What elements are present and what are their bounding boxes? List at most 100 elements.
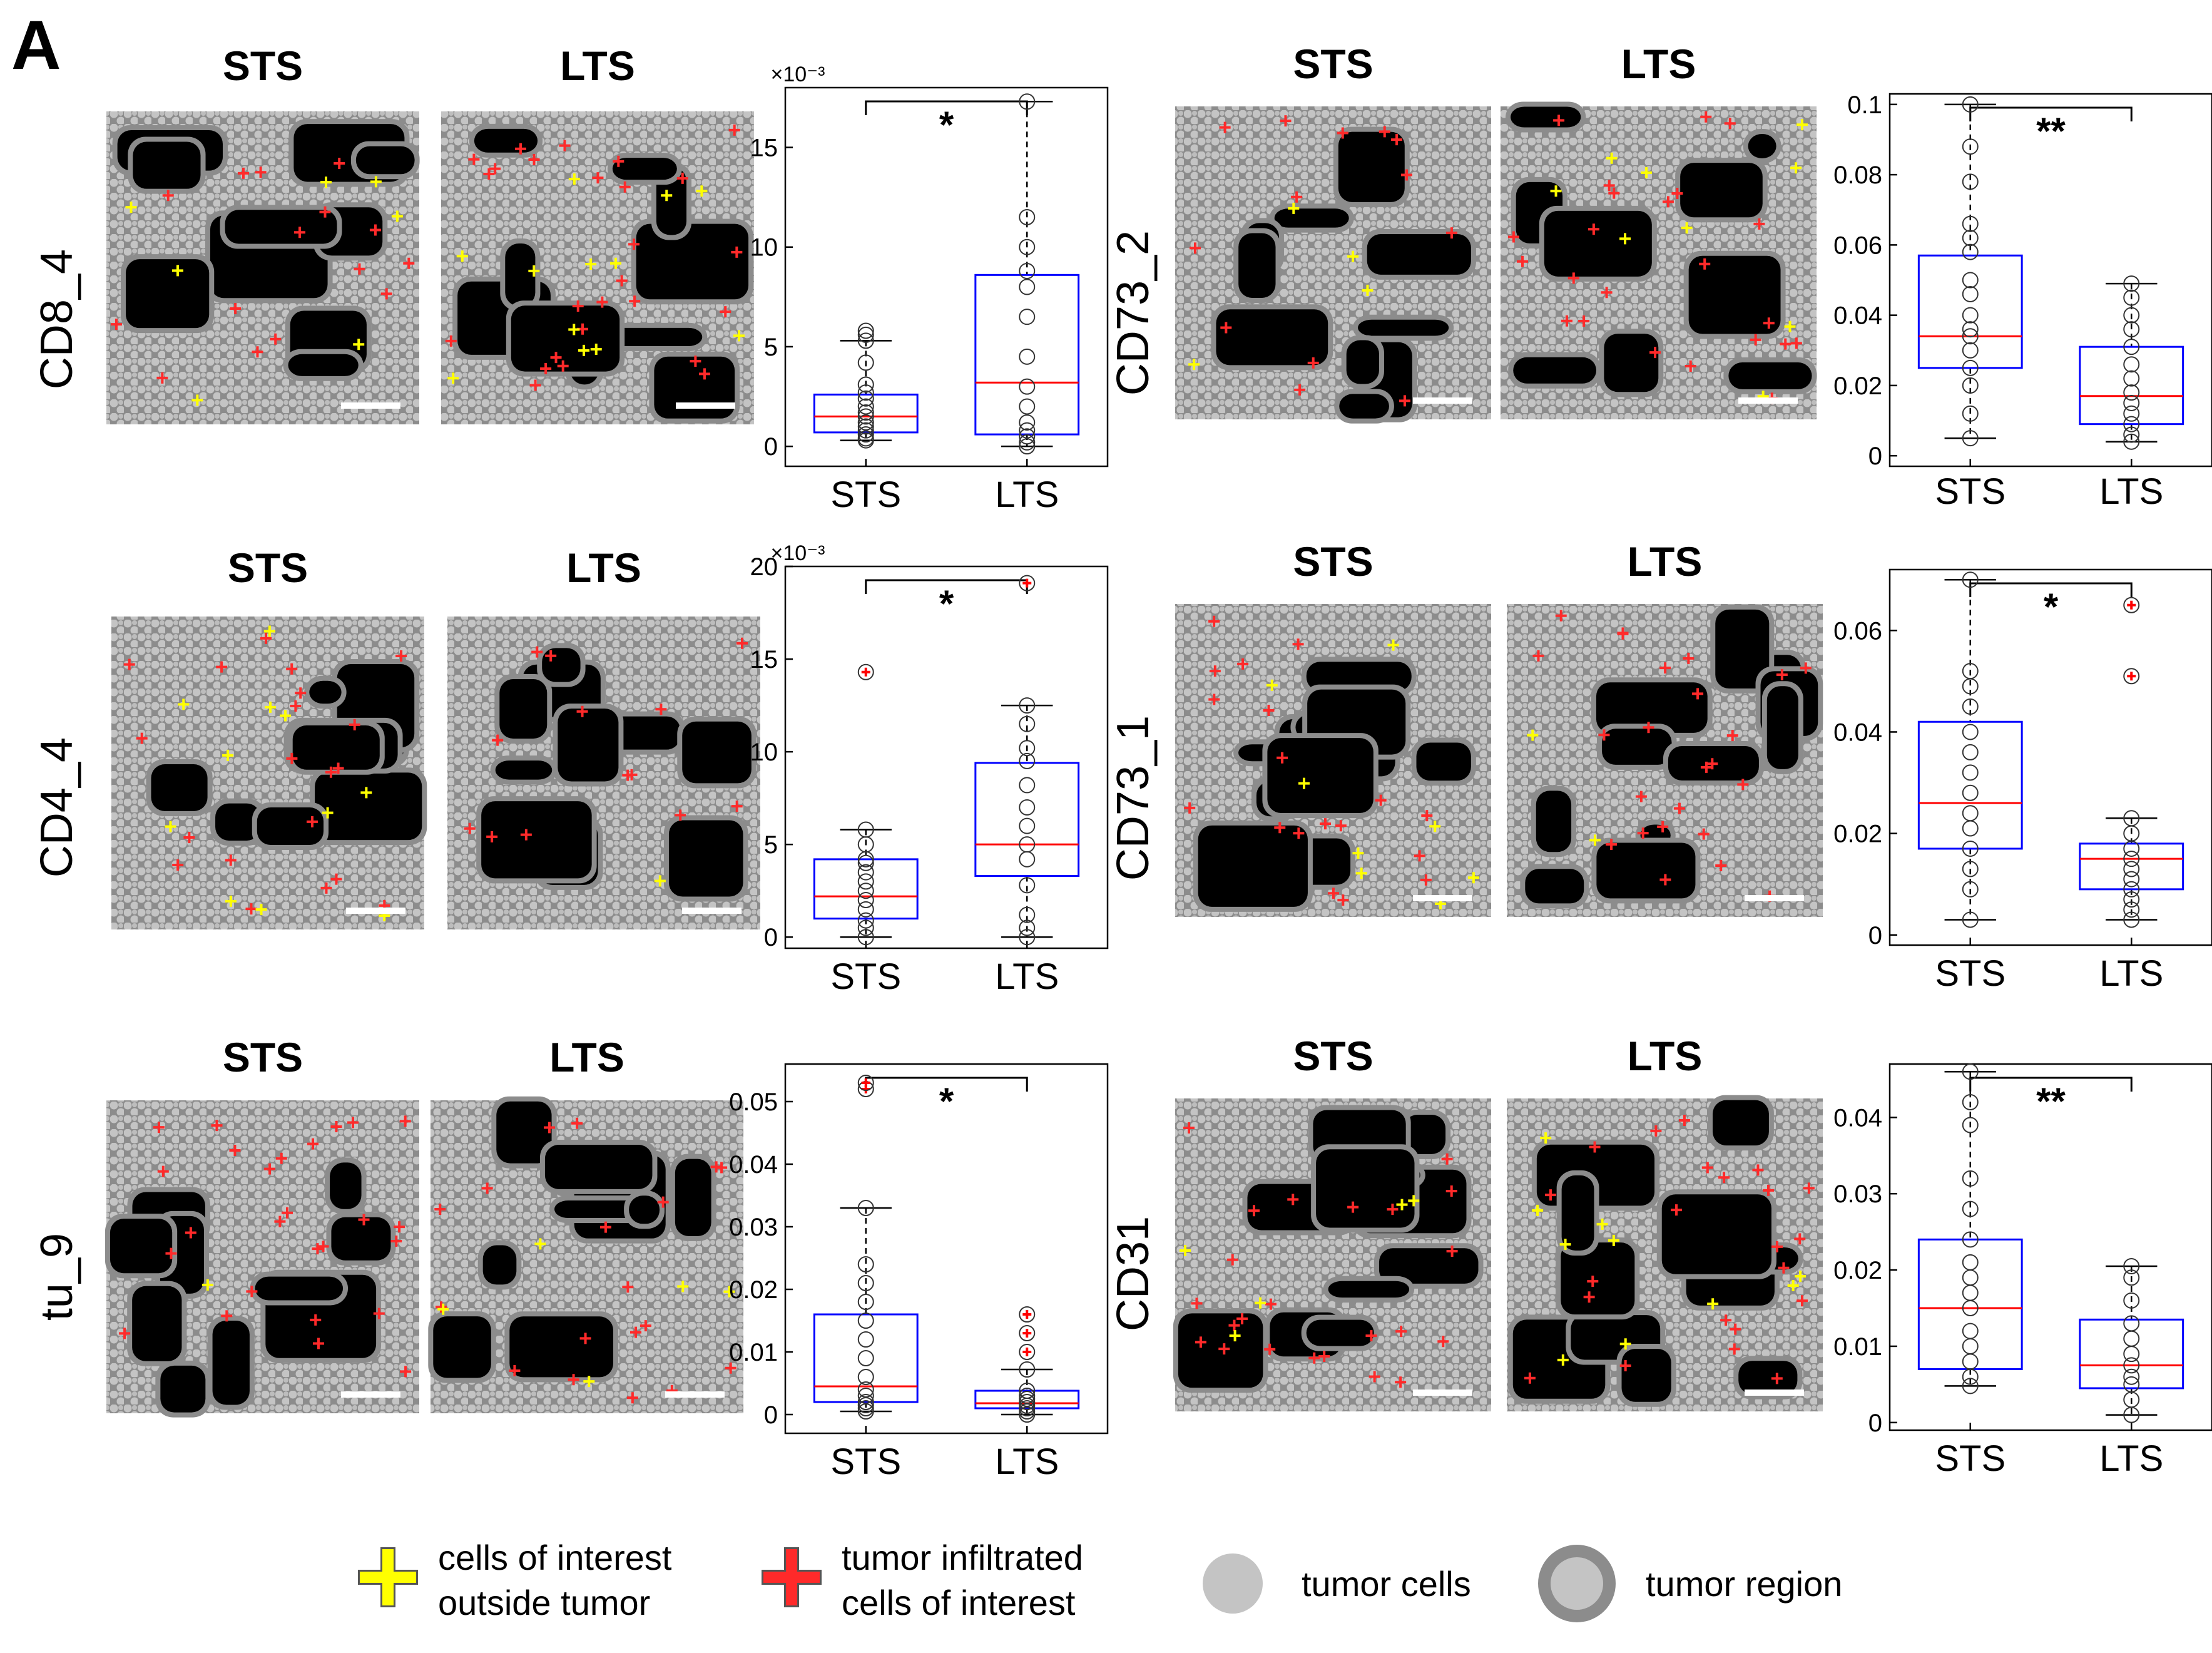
data-point (857, 929, 874, 946)
outside-tumor-cell-marker (280, 710, 292, 722)
outside-tumor-cell-marker (360, 787, 372, 799)
tumor-infiltrated-cell-marker (1619, 1360, 1631, 1372)
tumor-infiltrated-cell-marker (1365, 1330, 1377, 1342)
outside-tumor-cell-marker (264, 701, 276, 713)
tumor-infiltrated-cell-marker (1617, 628, 1629, 640)
data-point (1962, 698, 1979, 715)
stroma-region (1379, 1248, 1479, 1284)
stroma-region (257, 807, 324, 846)
y-tick-label: 0.1 (1847, 91, 1882, 119)
x-category-label: LTS (2099, 1438, 2163, 1479)
tumor-infiltrated-cell-marker (1706, 758, 1718, 770)
tumor-infiltrated-cell-marker (286, 752, 298, 764)
data-point (857, 398, 874, 415)
tumor-infiltrated-cell-marker (436, 1301, 447, 1313)
tumor-infiltrated-cell-marker (1195, 1336, 1206, 1348)
stroma-region (1238, 233, 1276, 298)
row-label: tu_9 (32, 1233, 82, 1321)
tumor-infiltrated-cell-marker (571, 1117, 583, 1129)
boxplot: 0 0.01 0.02 0.03 0.04 STS LTS ** (1833, 1063, 2212, 1479)
tumor-infiltrated-cell-marker (545, 650, 557, 662)
tumor-infiltrated-cell-marker (1327, 888, 1339, 899)
tumor-infiltrated-cell-marker (1555, 610, 1567, 622)
box-series (2079, 275, 2184, 450)
tumor-infiltrated-cell-marker (1218, 1343, 1230, 1355)
stroma-region (1661, 1194, 1771, 1274)
tumor-infiltrated-cell-marker (1292, 638, 1304, 650)
tumor-infiltrated-cell-marker (1698, 828, 1710, 840)
box (2079, 1318, 2184, 1389)
outside-tumor-cell-marker (1619, 1338, 1631, 1350)
outside-tumor-cell-marker (165, 821, 176, 832)
tumor-infiltrated-cell-marker (1293, 827, 1305, 839)
outlier-point (2123, 596, 2140, 613)
outside-tumor-cell-marker (1550, 185, 1562, 197)
data-point (1019, 279, 1036, 295)
box (2079, 345, 2184, 426)
outside-tumor-cell-marker (1429, 821, 1441, 832)
tumor-infiltrated-cell-marker (1608, 187, 1620, 199)
y-tick-label: 20 (750, 553, 778, 581)
outside-tumor-cell-marker (1596, 1218, 1608, 1230)
outlier-marker (1022, 1348, 1032, 1356)
stroma-region (1316, 1149, 1415, 1228)
legend-label: cells of interest (842, 1583, 1076, 1622)
data-point (1962, 173, 1979, 190)
stroma-region (1728, 362, 1812, 389)
tumor-infiltrated-cell-marker (1753, 218, 1765, 230)
tumor-infiltrated-cell-marker (1280, 115, 1292, 127)
stroma-region (509, 1316, 614, 1378)
tumor-infiltrated-cell-marker (1524, 1372, 1536, 1384)
data-point (1962, 1269, 1979, 1286)
box (974, 1389, 1080, 1410)
data-point (857, 854, 874, 871)
data-point (1962, 571, 1979, 588)
tumor-infiltrated-cell-marker (626, 1392, 638, 1404)
tumor-infiltrated-cell-marker (576, 705, 588, 717)
stroma-region (212, 1320, 250, 1405)
tumor-infiltrated-cell-marker (354, 263, 365, 275)
tumor-infiltrated-cell-marker (1264, 1343, 1276, 1355)
outside-tumor-cell-marker (1559, 1239, 1571, 1251)
tumor-infiltrated-cell-marker (237, 167, 249, 179)
x-category-label: LTS (2099, 471, 2163, 512)
tissue-map-sts: STS (1175, 538, 1491, 917)
box (813, 858, 919, 920)
chart-panel: CD73_1 STS LTS 0 0.02 0.04 0.06 STS LTS * (1108, 538, 2212, 994)
stroma-region (355, 146, 415, 175)
outside-tumor-cell-marker (1795, 1271, 1807, 1282)
y-tick-label: 0 (764, 433, 778, 461)
y-tick-label: 0 (764, 924, 778, 951)
data-point (2123, 384, 2140, 401)
tumor-infiltrated-cell-marker (1603, 180, 1615, 192)
data-point (857, 322, 874, 339)
data-point (1019, 238, 1036, 255)
outside-tumor-cell-marker (1396, 1199, 1408, 1210)
tumor-infiltrated-cell-marker (559, 140, 571, 151)
outside-tumor-cell-marker (353, 339, 365, 351)
outside-tumor-cell-marker (1255, 1297, 1267, 1309)
outside-tumor-cell-marker (568, 324, 580, 335)
x-category-label: STS (1935, 471, 2006, 512)
tumor-infiltrated-cell-marker (1763, 1184, 1774, 1196)
data-point (1962, 744, 1979, 760)
chart-panel: CD73_2 STS LTS 0 0.02 0.04 0.06 0.08 0.1 STS LTS ** (1108, 41, 2212, 512)
stroma-region (151, 764, 208, 811)
data-point (1019, 434, 1036, 451)
image-title: STS (1293, 538, 1373, 585)
box-series (2079, 596, 2184, 928)
outside-tumor-cell-marker (733, 330, 745, 342)
outlier-point (1019, 1306, 1036, 1323)
tumor-infiltrated-cell-marker (307, 1138, 319, 1150)
data-point (1962, 1338, 1979, 1354)
data-point (1019, 799, 1036, 816)
tumor-infiltrated-cell-marker (156, 372, 168, 384)
x-category-label: STS (1935, 953, 2006, 994)
tumor-infiltrated-cell-marker (373, 1308, 385, 1319)
tumor-infiltrated-cell-marker (1598, 729, 1610, 741)
row-label: CD4_4 (32, 737, 82, 878)
data-point (857, 326, 874, 343)
tumor-infiltrated-cell-marker (1700, 111, 1712, 123)
stroma-region (1712, 1100, 1769, 1146)
data-point (1962, 820, 1979, 837)
